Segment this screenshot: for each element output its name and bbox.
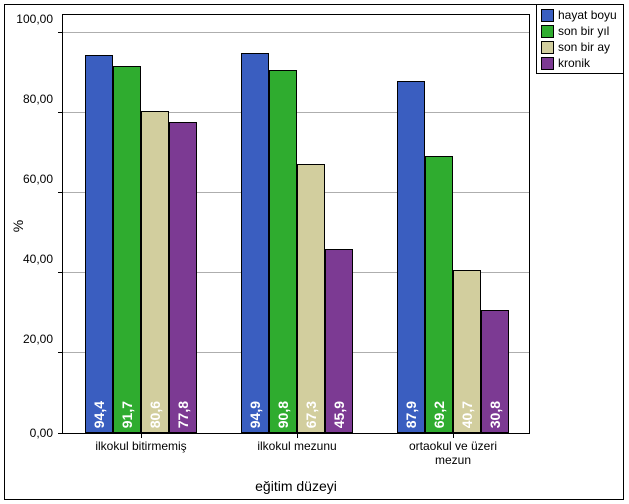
bar-value-label: 69,2 [431,401,447,428]
legend-swatch [541,25,554,38]
bar-value-label: 30,8 [487,401,503,428]
bar-hayat-boyu: 94,4 [85,55,113,433]
y-tick-mark [58,192,63,193]
bar-son-bir-yil: 69,2 [425,156,453,433]
bar-value-label: 45,9 [331,401,347,428]
y-tick-label: 100,00 [16,12,63,26]
legend-swatch [541,57,554,70]
x-axis-title: eğitim düzeyi [62,478,530,494]
y-tick-mark [58,112,63,113]
legend-label: son bir yıl [558,23,609,39]
bar-son-bir-yil: 91,7 [113,66,141,433]
legend-label: son bir ay [558,39,610,55]
bar-hayat-boyu: 87,9 [397,81,425,433]
bar-hayat-boyu: 94,9 [241,53,269,433]
y-tick-label: 0,00 [30,426,63,440]
bar-kronik: 30,8 [481,310,509,433]
y-tick-label: 20,00 [23,332,63,346]
bar-kronik: 77,8 [169,122,197,433]
y-tick-label: 60,00 [23,172,63,186]
legend-swatch [541,9,554,22]
x-tick-mark [141,433,142,438]
legend-label: kronik [558,55,590,71]
legend-item: kronik [541,55,617,71]
bar-value-label: 77,8 [175,401,191,428]
bar-value-label: 90,8 [275,401,291,428]
plot-area: 0,00 20,00 40,00 60,00 80,00 100,00 ilko… [62,14,530,434]
legend-item: son bir ay [541,39,617,55]
y-tick-mark [58,352,63,353]
x-category-label: ortaokul ve üzeri [409,439,497,453]
x-tick-label: ilkokul mezunu [257,440,336,454]
bar-value-label: 94,4 [91,401,107,428]
bar-son-bir-ay: 67,3 [297,164,325,433]
legend-item: son bir yıl [541,23,617,39]
x-category-label: ilkokul bitirmemiş [95,439,186,453]
y-tick-label: 80,00 [23,92,63,106]
x-tick-label: ilkokul bitirmemiş [95,440,186,454]
bar-son-bir-ay: 80,6 [141,111,169,433]
bar-value-label: 40,7 [459,401,475,428]
x-tick-label: ortaokul ve üzeri mezun [409,440,497,468]
legend-item: hayat boyu [541,7,617,23]
y-tick-label: 40,00 [23,252,63,266]
x-tick-mark [453,433,454,438]
bar-value-label: 87,9 [403,401,419,428]
legend-label: hayat boyu [558,7,617,23]
bar-value-label: 94,9 [247,401,263,428]
grid-line [63,32,529,33]
x-category-label: mezun [435,453,471,467]
x-category-label: ilkokul mezunu [257,439,336,453]
bar-kronik: 45,9 [325,249,353,433]
bar-value-label: 80,6 [147,401,163,428]
bar-value-label: 91,7 [119,401,135,428]
bar-son-bir-ay: 40,7 [453,270,481,433]
y-tick-mark [58,32,63,33]
legend-swatch [541,41,554,54]
y-axis-title: % [10,220,26,232]
legend: hayat boyu son bir yıl son bir ay kronik [536,4,624,74]
bar-value-label: 67,3 [303,401,319,428]
y-tick-mark [58,272,63,273]
x-tick-mark [297,433,298,438]
bar-son-bir-yil: 90,8 [269,70,297,433]
